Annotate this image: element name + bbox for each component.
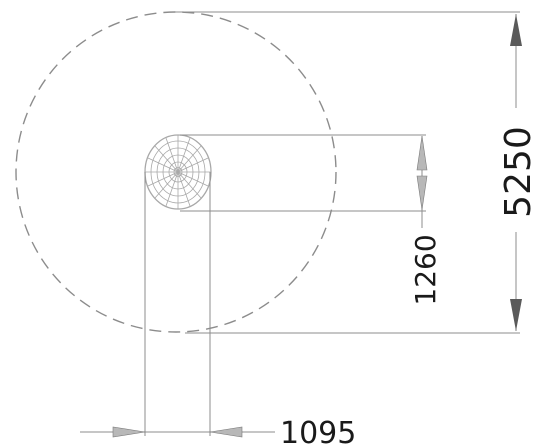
arrow-icon — [510, 14, 522, 46]
arrow-icon — [416, 135, 428, 171]
safety-zone-circle — [15, 11, 337, 333]
overall-dimension-label: 5250 — [498, 126, 533, 218]
inner-width-label: 1095 — [280, 416, 356, 446]
arrow-icon — [416, 175, 428, 211]
inner-height-label: 1260 — [409, 234, 442, 305]
spider-net-top-view-icon — [144, 134, 212, 210]
arrow-icon — [510, 299, 522, 331]
arrow-icon — [209, 426, 243, 438]
arrow-icon — [112, 426, 146, 438]
